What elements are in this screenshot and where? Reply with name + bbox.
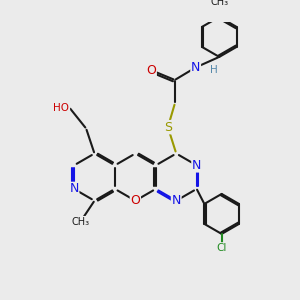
Text: N: N xyxy=(69,182,79,195)
Text: N: N xyxy=(192,159,201,172)
Text: H: H xyxy=(210,65,218,75)
Text: HO: HO xyxy=(53,103,70,113)
Text: O: O xyxy=(146,64,156,77)
Text: CH₃: CH₃ xyxy=(210,0,228,8)
Text: CH₃: CH₃ xyxy=(71,217,90,226)
Text: N: N xyxy=(172,194,181,207)
Text: N: N xyxy=(191,61,200,74)
Text: O: O xyxy=(130,194,140,207)
Text: Cl: Cl xyxy=(217,243,227,253)
Text: S: S xyxy=(164,121,172,134)
